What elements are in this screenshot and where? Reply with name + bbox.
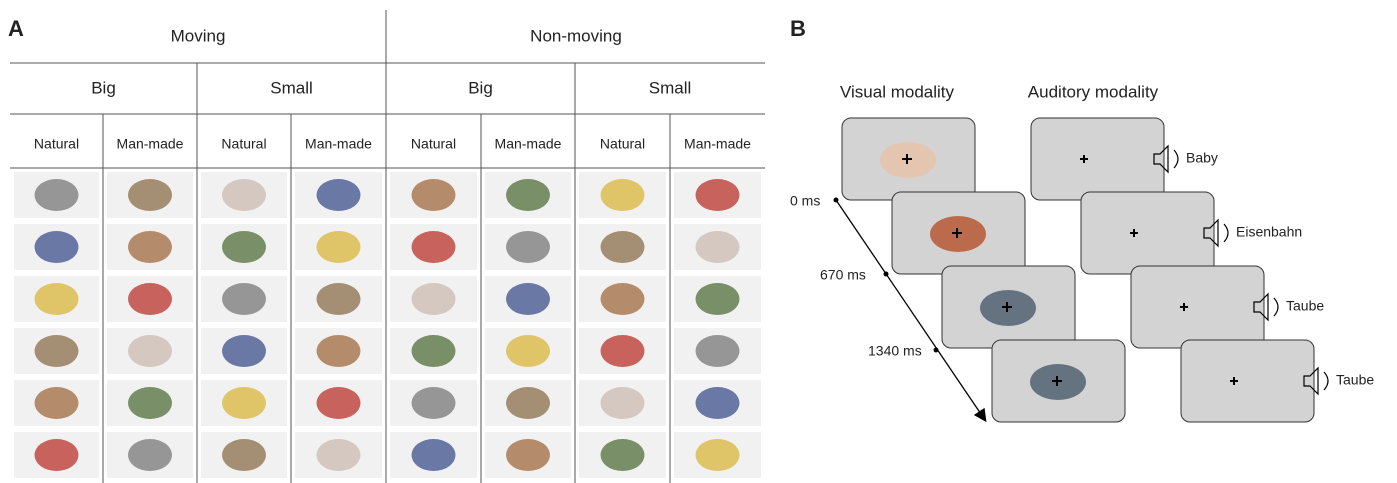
size-header: Big bbox=[468, 78, 493, 97]
photo-object bbox=[695, 179, 740, 211]
photo-object bbox=[411, 335, 456, 367]
speaker-icon bbox=[1153, 144, 1179, 174]
photo-object bbox=[411, 387, 456, 419]
photo-object bbox=[222, 283, 266, 315]
photo-object bbox=[222, 231, 266, 263]
kind-header: Natural bbox=[34, 136, 79, 152]
fixation-cross bbox=[1052, 376, 1062, 386]
fixation-cross bbox=[1230, 377, 1238, 385]
time-label: 0 ms bbox=[790, 193, 820, 209]
photo-object bbox=[222, 335, 266, 367]
photo-object bbox=[411, 439, 456, 471]
photo-object bbox=[34, 439, 79, 471]
kind-header: Natural bbox=[411, 136, 456, 152]
speaker-icon bbox=[1303, 366, 1329, 396]
photo-object bbox=[128, 283, 172, 315]
fixation-cross bbox=[1130, 229, 1138, 237]
photo-object bbox=[506, 179, 550, 211]
photo-object bbox=[600, 179, 645, 211]
photo-object bbox=[695, 231, 740, 263]
kind-header: Man-made bbox=[117, 136, 184, 152]
photo-object bbox=[411, 231, 456, 263]
photo-object bbox=[128, 179, 172, 211]
spoken-word: Eisenbahn bbox=[1236, 224, 1302, 240]
photo-object bbox=[695, 387, 740, 419]
panel-a: A Moving Non-moving Big Small Big Small Natu… bbox=[8, 10, 765, 483]
fixation-cross bbox=[1180, 303, 1188, 311]
column-title: Visual modality bbox=[840, 82, 955, 101]
auditory-screen bbox=[1080, 191, 1215, 275]
photo-object bbox=[316, 387, 361, 419]
spoken-word: Taube bbox=[1336, 372, 1374, 388]
photo-object bbox=[600, 335, 645, 367]
time-label: 670 ms bbox=[820, 267, 866, 283]
photo-object bbox=[316, 231, 361, 263]
photo-object bbox=[316, 335, 361, 367]
speaker-icon bbox=[1253, 292, 1279, 322]
photo-object bbox=[411, 179, 456, 211]
photo-object bbox=[222, 179, 266, 211]
kind-header: Natural bbox=[600, 136, 645, 152]
photo-object bbox=[506, 335, 550, 367]
group-header: Moving bbox=[171, 26, 226, 45]
photo-object bbox=[506, 231, 550, 263]
time-dot bbox=[833, 197, 839, 203]
spoken-word: Taube bbox=[1286, 298, 1324, 314]
size-header: Big bbox=[91, 78, 116, 97]
photo-object bbox=[506, 439, 550, 471]
fixation-cross bbox=[902, 154, 912, 164]
photo-object bbox=[222, 387, 266, 419]
time-dot bbox=[883, 271, 889, 277]
spoken-word: Baby bbox=[1186, 150, 1218, 166]
photo-object bbox=[128, 387, 172, 419]
photo-object bbox=[128, 335, 172, 367]
auditory-screen bbox=[1030, 117, 1165, 201]
photo-object bbox=[128, 439, 172, 471]
photo-object bbox=[34, 179, 79, 211]
kind-header: Man-made bbox=[495, 136, 562, 152]
photo-object bbox=[316, 179, 361, 211]
auditory-screen bbox=[1130, 265, 1265, 349]
time-dot bbox=[933, 347, 939, 353]
photo-object bbox=[411, 283, 456, 315]
photo-object bbox=[600, 231, 645, 263]
photo-object bbox=[128, 231, 172, 263]
panel-label: A bbox=[8, 16, 24, 41]
size-header: Small bbox=[649, 78, 692, 97]
photo-object bbox=[316, 283, 361, 315]
fixation-cross bbox=[952, 228, 962, 238]
photo-object bbox=[695, 335, 740, 367]
group-header: Non-moving bbox=[530, 26, 622, 45]
photo-object bbox=[600, 439, 645, 471]
fixation-cross bbox=[1080, 155, 1088, 163]
photo-object bbox=[600, 283, 645, 315]
size-header: Small bbox=[270, 78, 313, 97]
auditory-screen bbox=[1180, 339, 1315, 423]
photo-object bbox=[600, 387, 645, 419]
photo-object bbox=[34, 283, 79, 315]
fixation-cross bbox=[1002, 302, 1012, 312]
time-arrow bbox=[835, 199, 987, 423]
kind-header: Man-made bbox=[305, 136, 372, 152]
photo-object bbox=[222, 439, 266, 471]
photo-object bbox=[695, 283, 740, 315]
panel-label: B bbox=[790, 16, 806, 41]
photo-object bbox=[34, 231, 79, 263]
photo-object bbox=[506, 387, 550, 419]
column-title: Auditory modality bbox=[1028, 82, 1159, 101]
photo-object bbox=[34, 335, 79, 367]
kind-header: Natural bbox=[221, 136, 266, 152]
speaker-icon bbox=[1203, 218, 1229, 248]
panel-b: B Visual modality Auditory modality 0 ms… bbox=[790, 16, 1374, 423]
kind-header: Man-made bbox=[684, 136, 751, 152]
photo-object bbox=[34, 387, 79, 419]
photo-object bbox=[506, 283, 550, 315]
photo-object bbox=[695, 439, 740, 471]
photo-object bbox=[316, 439, 361, 471]
time-label: 1340 ms bbox=[868, 343, 922, 359]
